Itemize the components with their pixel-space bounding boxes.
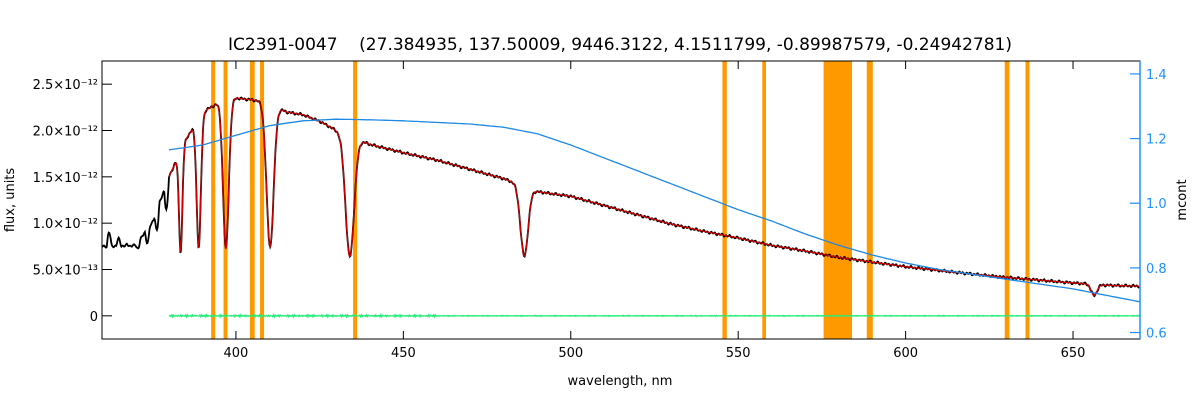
y-tick-label: 1.0×10⁻¹² — [33, 217, 98, 232]
plot-frame — [101, 60, 1141, 340]
x-tick-label: 550 — [726, 346, 751, 361]
masked-region-2 — [249, 61, 255, 339]
right-tick-label: 0.8 — [1146, 262, 1167, 277]
masked-region-1 — [223, 61, 228, 339]
masked-region-8 — [866, 61, 873, 339]
right-axis-ticks: 0.6 0.8 1.0 1.2 1.4 — [1130, 68, 1167, 342]
x-axis-label: wavelength, nm — [568, 374, 673, 389]
masked-region-10 — [1025, 61, 1030, 339]
y-tick-label: 2.5×10⁻¹² — [33, 78, 98, 93]
y-tick-label: 5.0×10⁻¹³ — [33, 264, 98, 279]
right-tick-label: 1.2 — [1146, 133, 1167, 148]
series-observed — [101, 96, 1140, 298]
x-axis-ticks: 400 450 500 550 600 650 — [224, 61, 1086, 361]
x-tick-label: 650 — [1061, 346, 1086, 361]
right-tick-label: 0.6 — [1146, 327, 1167, 342]
masked-regions — [211, 61, 1030, 339]
chart-title: IC2391-0047 (27.384935, 137.50009, 9446.… — [228, 35, 1012, 55]
series-mcont — [168, 118, 1141, 303]
x-tick-label: 600 — [893, 346, 918, 361]
masked-region-7 — [823, 61, 853, 339]
y-axis-ticks: 0 5.0×10⁻¹³ 1.0×10⁻¹² 1.5×10⁻¹² 2.0×10⁻¹² 2.5… — [33, 78, 112, 325]
y-axis-label: flux, units — [3, 168, 18, 233]
series-model — [168, 97, 1140, 297]
series-lines — [101, 96, 1141, 319]
right-tick-label: 1.0 — [1146, 197, 1167, 212]
masked-region-3 — [260, 61, 265, 339]
masked-region-9 — [1004, 61, 1010, 339]
right-axis-label: mcont — [1175, 179, 1190, 220]
series-residuals — [168, 313, 1141, 319]
y-tick-label: 2.0×10⁻¹² — [33, 125, 98, 140]
masked-region-5 — [722, 61, 727, 339]
right-tick-label: 1.4 — [1146, 68, 1167, 83]
y-tick-label: 0 — [90, 310, 98, 325]
masked-region-0 — [211, 61, 216, 339]
x-tick-label: 500 — [558, 346, 583, 361]
masked-region-6 — [762, 61, 766, 339]
x-tick-label: 450 — [391, 346, 416, 361]
x-tick-label: 400 — [224, 346, 249, 361]
y-tick-label: 1.5×10⁻¹² — [33, 171, 98, 186]
